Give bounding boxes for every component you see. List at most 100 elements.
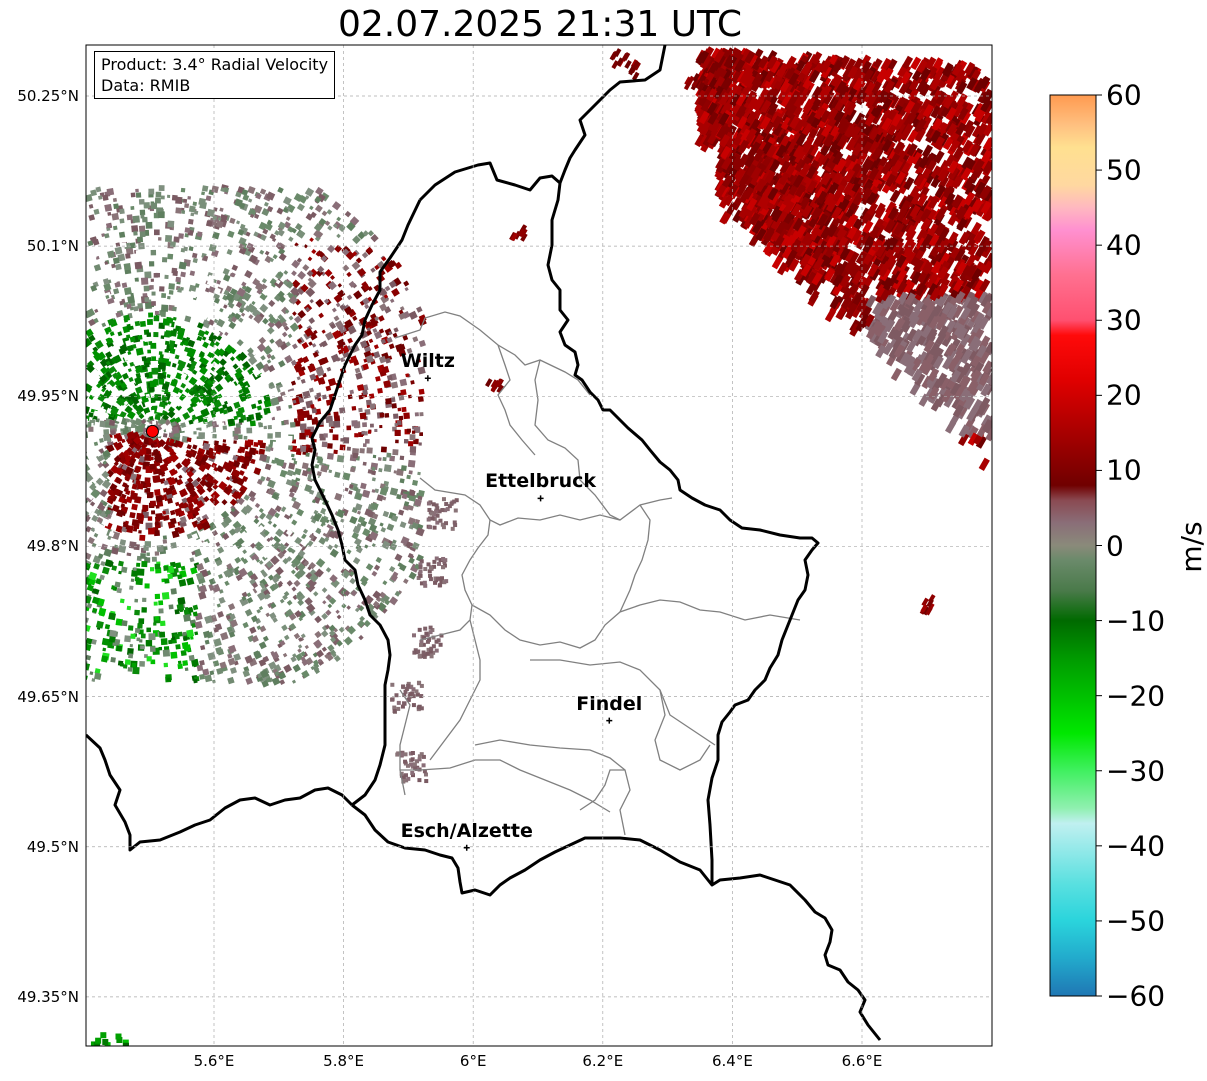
echo-cell bbox=[441, 497, 446, 502]
echo-cell bbox=[86, 504, 87, 513]
echo-cell bbox=[144, 372, 150, 378]
echo-cell bbox=[150, 202, 158, 210]
echo-cell bbox=[175, 207, 182, 214]
echo-cell bbox=[392, 709, 397, 714]
echo-cell bbox=[161, 592, 170, 600]
echo-cell bbox=[377, 457, 382, 461]
echo-cell bbox=[102, 433, 111, 442]
echo-cell bbox=[428, 525, 433, 530]
echo-cell bbox=[279, 679, 286, 685]
echo-cell bbox=[393, 327, 399, 333]
echo-cell bbox=[417, 778, 422, 783]
echo-cell bbox=[365, 438, 370, 444]
echo-cell bbox=[142, 461, 148, 467]
echo-cell bbox=[145, 236, 152, 243]
echo-cell bbox=[291, 439, 297, 444]
echo-cell bbox=[136, 562, 141, 567]
echo-cell bbox=[137, 568, 145, 576]
echo-cell bbox=[163, 331, 171, 338]
echo-cell bbox=[333, 411, 339, 417]
echo-cell bbox=[86, 418, 89, 425]
echo-cell bbox=[435, 506, 440, 511]
echo-cell bbox=[433, 580, 438, 585]
echo-cell bbox=[412, 762, 417, 767]
echo-cell bbox=[161, 293, 167, 299]
echo-cell bbox=[372, 454, 377, 459]
echo-cell bbox=[418, 573, 423, 578]
echo-cell bbox=[168, 283, 175, 290]
echo-cell bbox=[395, 439, 399, 444]
echo-cell bbox=[287, 347, 295, 355]
echo-cell bbox=[123, 311, 128, 316]
echo-cell bbox=[175, 644, 181, 650]
echo-cell bbox=[117, 331, 123, 337]
echo-cell bbox=[335, 302, 341, 308]
echo-cell bbox=[329, 429, 333, 433]
echo-cell bbox=[374, 428, 378, 432]
echo-cell bbox=[194, 631, 199, 636]
echo-cell bbox=[131, 519, 140, 527]
echo-cell bbox=[182, 660, 189, 666]
echo-cell bbox=[430, 516, 435, 521]
echo-cell bbox=[144, 489, 149, 493]
echo-cell bbox=[120, 428, 124, 432]
echo-cell bbox=[302, 406, 306, 411]
echo-cell bbox=[137, 334, 143, 340]
echo-cell bbox=[266, 359, 272, 364]
echo-cell bbox=[384, 413, 390, 418]
echo-cell bbox=[93, 452, 98, 458]
echo-cell bbox=[258, 221, 268, 231]
echo-cell bbox=[419, 694, 424, 699]
echo-cell bbox=[146, 492, 153, 499]
echo-cell bbox=[149, 567, 155, 572]
echo-cell bbox=[154, 593, 161, 600]
echo-cell bbox=[177, 574, 183, 580]
echo-cell bbox=[146, 627, 151, 633]
echo-cell bbox=[104, 203, 113, 212]
echo-cell bbox=[259, 249, 265, 255]
echo-cell bbox=[114, 246, 123, 255]
echo-cell bbox=[160, 195, 165, 200]
echo-cell bbox=[363, 619, 371, 628]
echo-cell bbox=[168, 432, 174, 438]
echo-cell bbox=[164, 234, 173, 243]
echo-cell bbox=[453, 508, 458, 513]
echo-cell bbox=[132, 215, 140, 224]
echo-cell bbox=[135, 312, 142, 319]
echo-cell bbox=[168, 639, 173, 645]
echo-cell bbox=[417, 471, 421, 476]
echo-cell bbox=[170, 542, 177, 549]
echo-cell bbox=[394, 429, 401, 436]
echo-cell bbox=[161, 269, 166, 274]
echo-cell bbox=[390, 682, 395, 687]
echo-cell bbox=[93, 208, 100, 215]
echo-cell bbox=[174, 609, 180, 615]
echo-cell bbox=[112, 197, 117, 203]
echo-cell bbox=[159, 286, 165, 292]
echo-cell bbox=[163, 554, 167, 558]
echo-cell bbox=[245, 407, 251, 414]
echo-cell bbox=[441, 565, 446, 570]
echo-cell bbox=[113, 288, 120, 295]
echo-cell bbox=[418, 564, 423, 569]
echo-cell bbox=[441, 525, 446, 530]
echo-cell bbox=[411, 703, 416, 708]
echo-cell bbox=[175, 276, 182, 283]
echo-cell bbox=[313, 329, 318, 335]
echo-cell bbox=[401, 406, 407, 413]
echo-cell bbox=[164, 274, 169, 280]
echo-cell bbox=[283, 221, 291, 229]
echo-cell bbox=[185, 425, 192, 432]
echo-cell bbox=[177, 287, 183, 293]
echo-cell bbox=[279, 598, 285, 604]
echo-cell bbox=[151, 301, 156, 306]
echo-cell bbox=[193, 431, 197, 435]
echo-cell bbox=[346, 425, 352, 431]
echo-cell bbox=[139, 209, 146, 216]
echo-cell bbox=[172, 386, 181, 394]
echo-cell bbox=[249, 573, 259, 582]
echo-cell bbox=[220, 380, 228, 389]
echo-cell bbox=[127, 295, 136, 304]
echo-cell bbox=[164, 340, 170, 346]
echo-cell bbox=[422, 580, 427, 585]
